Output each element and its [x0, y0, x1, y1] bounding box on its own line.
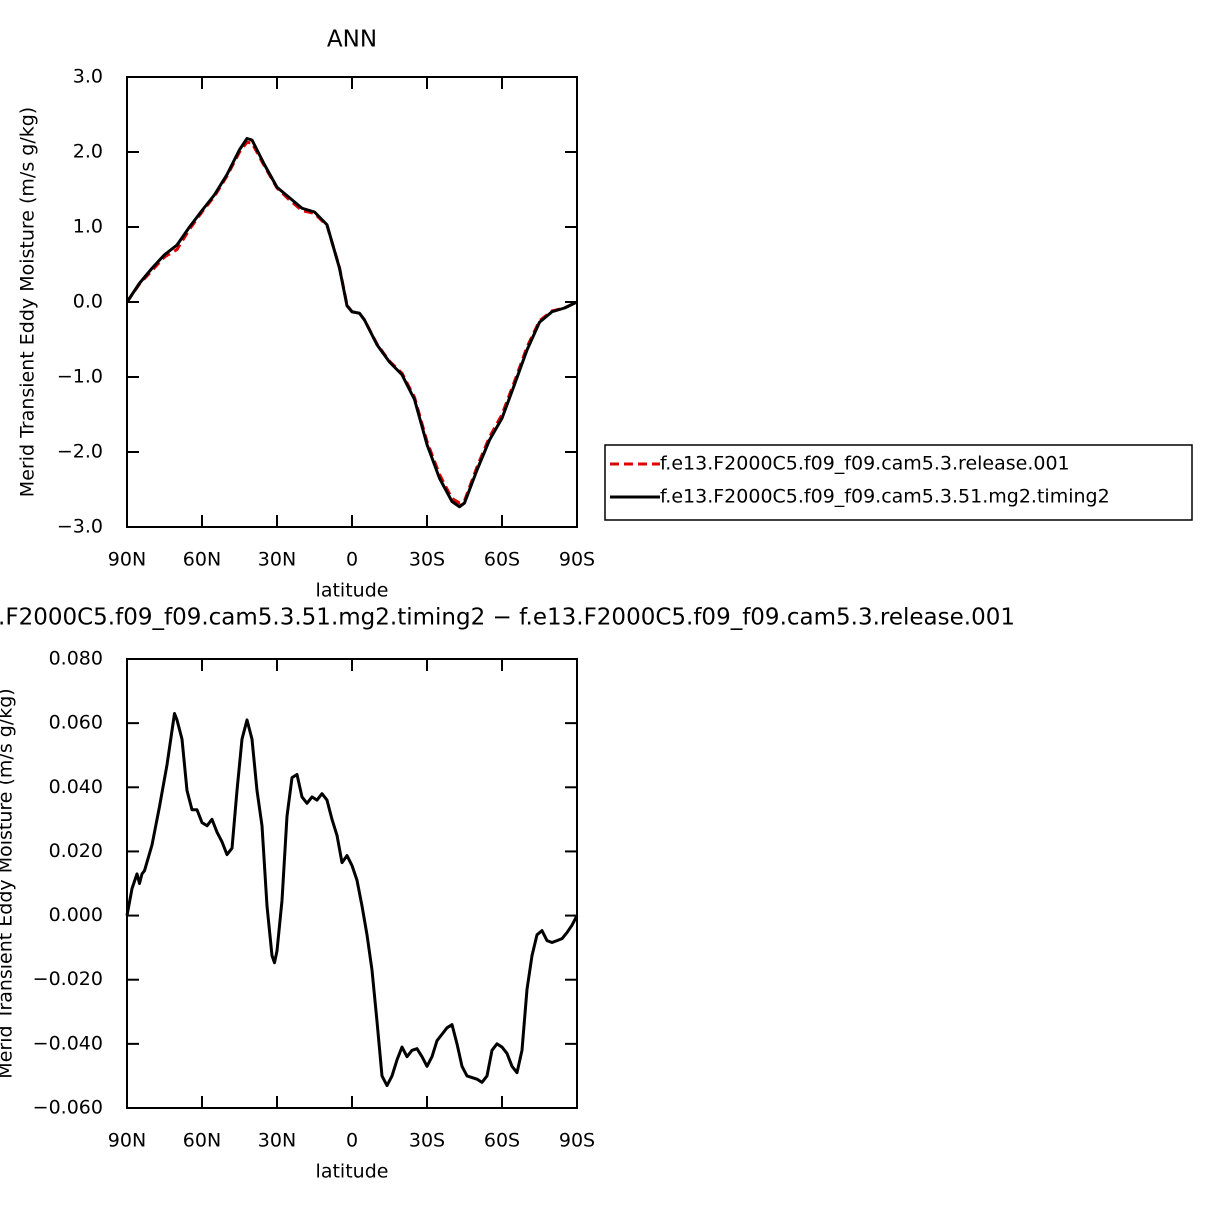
y-tick-label: −3.0 — [57, 516, 103, 538]
data-line — [125, 137, 578, 509]
x-tick-label: 90S — [559, 1130, 595, 1152]
x-tick-label: 60N — [183, 549, 221, 571]
x-tick-label: 30N — [258, 1130, 296, 1152]
x-axis-label: latitude — [316, 1161, 389, 1183]
legend-box — [604, 444, 1193, 521]
y-tick-label: −0.060 — [33, 1097, 103, 1119]
x-tick-label: 60S — [484, 549, 520, 571]
x-tick-label: 60N — [183, 1130, 221, 1152]
x-tick-label: 90N — [108, 549, 146, 571]
x-tick-label: 90N — [108, 1130, 146, 1152]
y-tick-label: 3.0 — [73, 66, 103, 88]
y-tick-label: 0.080 — [49, 648, 103, 670]
y-tick-label: −0.040 — [33, 1032, 103, 1054]
plot-frame — [126, 658, 578, 1109]
x-tick-label: 0 — [346, 549, 358, 571]
y-tick-label: −0.020 — [33, 968, 103, 990]
y-axis-label: Merid Transient Eddy Moisture (m/s g/kg) — [0, 688, 17, 1078]
x-tick-label: 30S — [409, 549, 445, 571]
data-line — [125, 140, 578, 505]
y-axis-label: Merid Transient Eddy Moisture (m/s g/kg) — [17, 107, 39, 497]
y-tick-label: −2.0 — [57, 441, 103, 463]
x-tick-label: 90S — [559, 549, 595, 571]
y-tick-label: 2.0 — [73, 141, 103, 163]
y-tick-label: 0.000 — [49, 904, 103, 926]
y-tick-label: 0.040 — [49, 776, 103, 798]
x-axis-label: latitude — [316, 580, 389, 602]
chart-title: f.e13.F2000C5.f09_f09.cam5.3.51.mg2.timi… — [0, 605, 1015, 631]
y-tick-label: 0.020 — [49, 840, 103, 862]
x-tick-label: 30S — [409, 1130, 445, 1152]
y-tick-label: −1.0 — [57, 366, 103, 388]
y-tick-label: 0.060 — [49, 712, 103, 734]
legend-label: f.e13.F2000C5.f09_f09.cam5.3.release.001 — [660, 453, 1070, 475]
y-tick-label: 0.0 — [73, 291, 103, 313]
x-tick-label: 30N — [258, 549, 296, 571]
legend-label: f.e13.F2000C5.f09_f09.cam5.3.51.mg2.timi… — [660, 486, 1110, 508]
data-line — [125, 712, 579, 1088]
x-tick-label: 0 — [346, 1130, 358, 1152]
y-tick-label: 1.0 — [73, 216, 103, 238]
chart-title: ANN — [327, 27, 377, 53]
plot-frame — [126, 76, 578, 528]
x-tick-label: 60S — [484, 1130, 520, 1152]
